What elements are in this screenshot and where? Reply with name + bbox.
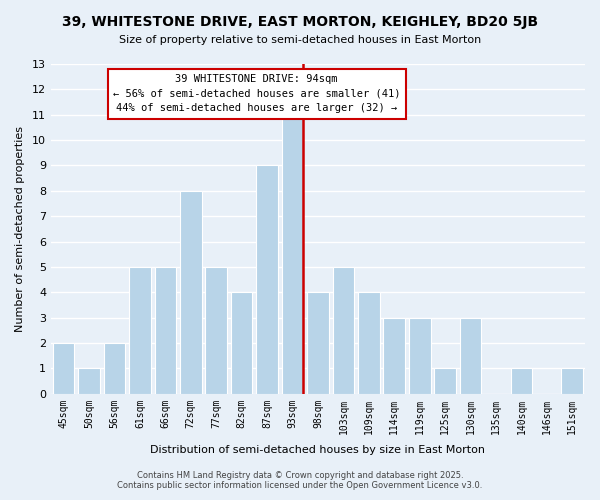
Text: Contains HM Land Registry data © Crown copyright and database right 2025.
Contai: Contains HM Land Registry data © Crown c… — [118, 470, 482, 490]
Text: 39, WHITESTONE DRIVE, EAST MORTON, KEIGHLEY, BD20 5JB: 39, WHITESTONE DRIVE, EAST MORTON, KEIGH… — [62, 15, 538, 29]
Bar — [307, 292, 329, 394]
Bar — [155, 267, 176, 394]
Bar — [562, 368, 583, 394]
Bar — [78, 368, 100, 394]
Bar — [383, 318, 405, 394]
Bar — [205, 267, 227, 394]
Text: Size of property relative to semi-detached houses in East Morton: Size of property relative to semi-detach… — [119, 35, 481, 45]
Bar — [129, 267, 151, 394]
Bar — [256, 166, 278, 394]
Bar — [332, 267, 354, 394]
Bar — [358, 292, 380, 394]
Bar — [511, 368, 532, 394]
Bar — [282, 114, 304, 394]
Bar — [231, 292, 253, 394]
Bar — [104, 343, 125, 394]
Bar — [409, 318, 431, 394]
Bar — [53, 343, 74, 394]
Bar — [460, 318, 481, 394]
Bar — [434, 368, 456, 394]
Bar — [180, 191, 202, 394]
X-axis label: Distribution of semi-detached houses by size in East Morton: Distribution of semi-detached houses by … — [151, 445, 485, 455]
Text: 39 WHITESTONE DRIVE: 94sqm
← 56% of semi-detached houses are smaller (41)
44% of: 39 WHITESTONE DRIVE: 94sqm ← 56% of semi… — [113, 74, 400, 114]
Y-axis label: Number of semi-detached properties: Number of semi-detached properties — [15, 126, 25, 332]
